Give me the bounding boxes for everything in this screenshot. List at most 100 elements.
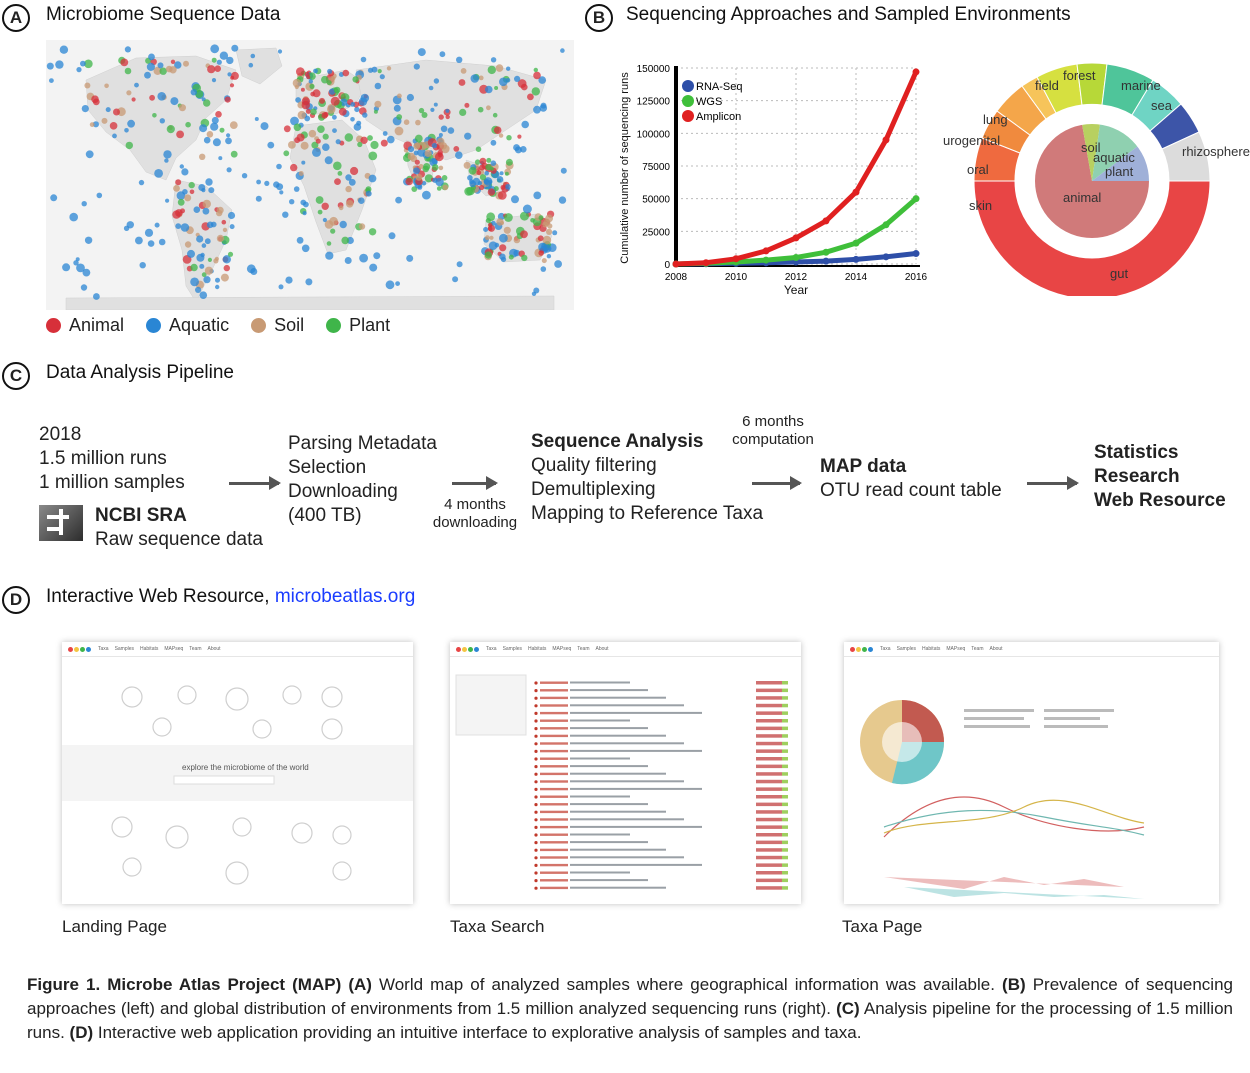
map-sample-dot xyxy=(367,135,373,141)
map-sample-dot xyxy=(365,190,372,197)
map-sample-dot xyxy=(212,138,221,147)
map-sample-dot xyxy=(84,236,93,244)
map-sample-dot xyxy=(456,261,463,268)
map-sample-dot xyxy=(255,195,262,202)
landing-nav-habitats[interactable]: Habitats xyxy=(140,646,159,652)
map-sample-dot xyxy=(153,66,162,75)
map-sample-dot xyxy=(514,75,521,82)
map-sample-dot xyxy=(494,86,499,90)
map-sample-dot xyxy=(380,139,388,147)
map-sample-dot xyxy=(260,122,269,131)
landing-page-screenshot: Taxa Samples Habitats MAPseq Team About … xyxy=(62,642,413,904)
panel-a-title: Microbiome Sequence Data xyxy=(46,4,281,25)
map-sample-dot xyxy=(206,131,214,138)
map-sample-dot xyxy=(127,119,135,128)
map-sample-dot xyxy=(211,78,217,83)
map-sample-dot xyxy=(537,235,544,242)
map-sample-dot xyxy=(531,87,540,96)
search-nav-mapseq[interactable]: MAPseq xyxy=(552,646,572,652)
map-sample-dot xyxy=(369,263,378,272)
map-sample-dot xyxy=(230,71,239,80)
map-sample-dot xyxy=(220,273,229,282)
map-sample-dot xyxy=(533,191,542,200)
map-sample-dot xyxy=(138,179,145,186)
map-sample-dot xyxy=(445,108,450,113)
map-sample-dot xyxy=(445,114,450,120)
landing-nav-taxa[interactable]: Taxa xyxy=(98,646,109,652)
map-sample-dot xyxy=(96,192,103,199)
map-sample-dot xyxy=(487,65,496,75)
map-sample-dot xyxy=(81,201,87,207)
map-sample-dot xyxy=(439,51,446,58)
taxa-page-nav-team[interactable]: Team xyxy=(971,646,984,652)
map-sample-dot xyxy=(469,180,477,188)
map-sample-dot xyxy=(433,78,440,84)
map-sample-dot xyxy=(499,244,507,252)
map-sample-dot xyxy=(477,181,482,186)
map-sample-dot xyxy=(504,213,513,222)
result-bar xyxy=(756,871,782,875)
y-tick-label: 0 xyxy=(664,260,670,271)
caption-d-text: Interactive web application providing an… xyxy=(97,1023,862,1042)
taxa-page-nav-taxa[interactable]: Taxa xyxy=(880,646,891,652)
map-sample-dot xyxy=(326,80,332,86)
map-sample-dot xyxy=(80,60,86,67)
search-nav-team[interactable]: Team xyxy=(577,646,590,652)
map-sample-dot xyxy=(89,122,95,127)
map-sample-dot xyxy=(373,252,381,260)
map-sample-dot xyxy=(527,93,534,101)
map-sample-dot xyxy=(447,127,455,134)
taxa-page-nav-mapseq[interactable]: MAPseq xyxy=(946,646,966,652)
map-sample-dot xyxy=(304,115,311,122)
landing-nav-about[interactable]: About xyxy=(207,646,221,652)
search-nav-taxa[interactable]: Taxa xyxy=(486,646,497,652)
map-sample-dot xyxy=(208,187,215,194)
map-sample-dot xyxy=(154,169,163,178)
map-sample-dot xyxy=(308,79,313,84)
taxa-page-nav-habitats[interactable]: Habitats xyxy=(922,646,941,652)
map-sample-dot xyxy=(310,108,317,116)
map-sample-dot xyxy=(395,281,400,286)
microbeatlas-link[interactable]: microbeatlas.org xyxy=(274,586,416,607)
map-sample-dot xyxy=(109,122,118,130)
map-sample-dot xyxy=(290,163,298,172)
map-sample-dot xyxy=(521,120,529,129)
map-sample-dot xyxy=(277,49,283,54)
result-bar xyxy=(756,802,782,807)
map-sample-dot xyxy=(403,119,410,125)
search-nav-habitats[interactable]: Habitats xyxy=(528,646,547,652)
search-nav-about[interactable]: About xyxy=(595,646,609,652)
map-sample-dot xyxy=(124,67,132,75)
taxa-page-nav-samples[interactable]: Samples xyxy=(896,646,917,652)
map-sample-dot xyxy=(134,82,139,88)
landing-nav-team[interactable]: Team xyxy=(189,646,202,652)
map-sample-dot xyxy=(431,142,438,149)
map-sample-dot xyxy=(424,174,433,183)
taxa-page-nav-about[interactable]: About xyxy=(989,646,1003,652)
pipeline-arrow-2 xyxy=(452,476,498,490)
map-sample-dot xyxy=(293,186,300,192)
search-nav-samples[interactable]: Samples xyxy=(502,646,523,652)
landing-nav-mapseq[interactable]: MAPseq xyxy=(164,646,184,652)
x-tick-label: 2016 xyxy=(905,272,928,283)
result-bar xyxy=(756,810,782,814)
map-sample-dot xyxy=(560,167,567,174)
panel-d-title-row: Interactive Web Resource, microbeatlas.o… xyxy=(46,586,415,608)
map-sample-dot xyxy=(438,165,444,171)
map-sample-dot xyxy=(199,124,208,133)
map-sample-dot xyxy=(414,142,421,148)
map-sample-dot xyxy=(360,56,367,63)
map-sample-dot xyxy=(530,218,535,223)
map-sample-dot xyxy=(230,150,238,158)
map-sample-dot xyxy=(317,125,325,133)
map-sample-dot xyxy=(300,141,309,150)
map-sample-dot xyxy=(223,264,230,272)
x-tick-label: 2014 xyxy=(845,272,868,283)
legend-label-plant: Plant xyxy=(349,315,391,335)
map-sample-dot xyxy=(158,238,166,246)
map-sample-dot xyxy=(131,97,136,102)
data-point-rna-seq xyxy=(882,253,890,261)
legend-dot-plant xyxy=(326,318,342,333)
taxa-search-screenshot: Taxa Samples Habitats MAPseq Team About xyxy=(450,642,801,904)
landing-nav-samples[interactable]: Samples xyxy=(114,646,135,652)
